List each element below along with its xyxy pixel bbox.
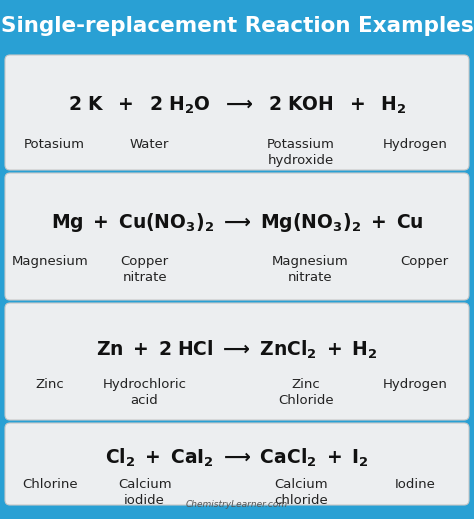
- Text: Calcium
chloride: Calcium chloride: [274, 478, 328, 507]
- Text: Chlorine: Chlorine: [22, 478, 78, 491]
- Text: ChemistryLearner.com: ChemistryLearner.com: [186, 500, 288, 509]
- FancyBboxPatch shape: [5, 55, 469, 170]
- Text: Potasium: Potasium: [24, 138, 85, 151]
- Text: Hydrochloric
acid: Hydrochloric acid: [102, 378, 187, 407]
- Text: Calcium
iodide: Calcium iodide: [118, 478, 172, 507]
- Text: Hydrogen: Hydrogen: [383, 378, 447, 391]
- Text: $\mathbf{Mg\ +\ Cu(NO_3)_2\ \longrightarrow\ Mg(NO_3)_2\ +\ Cu}$: $\mathbf{Mg\ +\ Cu(NO_3)_2\ \longrightar…: [51, 211, 423, 234]
- Text: Hydrogen: Hydrogen: [383, 138, 447, 151]
- Text: Copper: Copper: [400, 255, 448, 268]
- Text: Magnesium: Magnesium: [11, 255, 88, 268]
- Text: $\mathbf{2\ K\ \ +\ \ 2\ H_2O\ \ \longrightarrow\ \ 2\ KOH\ \ +\ \ H_2}$: $\mathbf{2\ K\ \ +\ \ 2\ H_2O\ \ \longri…: [68, 94, 406, 116]
- Text: Potassium
hydroxide: Potassium hydroxide: [267, 138, 335, 167]
- FancyBboxPatch shape: [5, 303, 469, 420]
- Text: $\mathbf{Cl_2\ +\ CaI_2\ \longrightarrow\ CaCl_2\ +\ I_2}$: $\mathbf{Cl_2\ +\ CaI_2\ \longrightarrow…: [105, 447, 369, 469]
- FancyBboxPatch shape: [5, 423, 469, 505]
- Text: Zinc
Chloride: Zinc Chloride: [278, 378, 334, 407]
- FancyBboxPatch shape: [0, 0, 474, 52]
- Text: $\mathbf{Zn\ +\ 2\ HCl\ \longrightarrow\ ZnCl_2\ +\ H_2}$: $\mathbf{Zn\ +\ 2\ HCl\ \longrightarrow\…: [96, 339, 378, 361]
- Text: Magnesium
nitrate: Magnesium nitrate: [272, 255, 349, 284]
- FancyBboxPatch shape: [5, 173, 469, 300]
- Text: Zinc: Zinc: [36, 378, 64, 391]
- Text: Iodine: Iodine: [394, 478, 435, 491]
- Text: Copper
nitrate: Copper nitrate: [120, 255, 169, 284]
- Text: Water: Water: [129, 138, 169, 151]
- Text: Single-replacement Reaction Examples: Single-replacement Reaction Examples: [0, 16, 474, 36]
